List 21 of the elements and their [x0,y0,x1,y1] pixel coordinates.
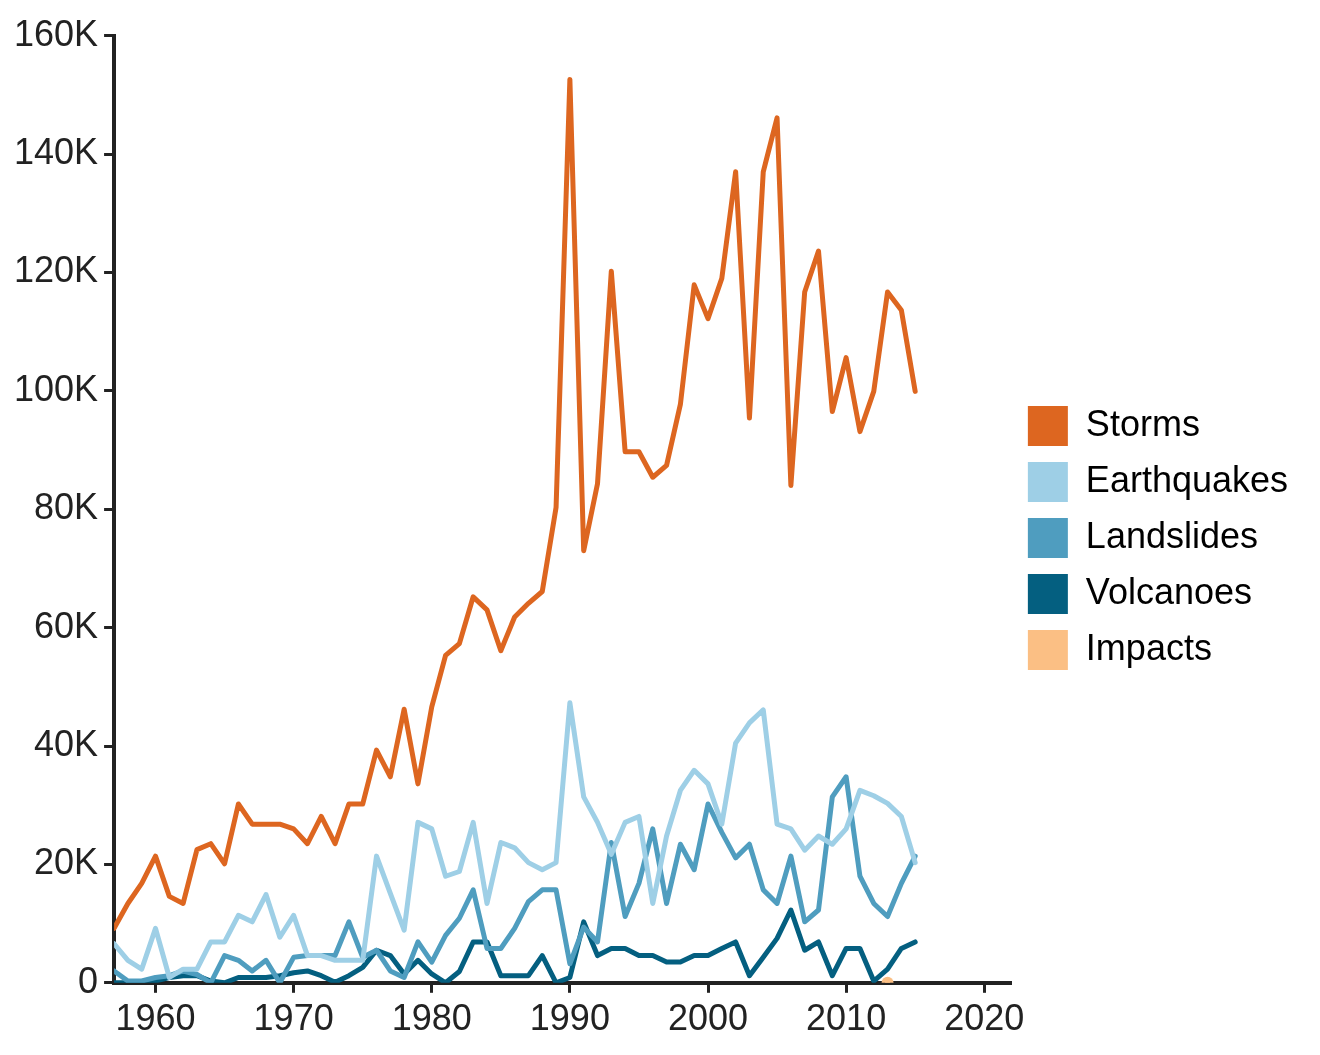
x-tick-label: 2020 [944,997,1025,1039]
y-tick-label: 80K [34,486,99,528]
y-tick-label: 140K [14,130,99,172]
legend-label: Landslides [1085,514,1258,556]
x-tick-label: 1970 [253,997,334,1039]
y-tick-label: 60K [34,604,99,646]
x-tick-label: 2000 [667,997,749,1039]
y-tick-label: 20K [34,841,99,883]
x-tick-label: 2010 [806,997,887,1039]
legend-label: Storms [1085,402,1200,444]
y-tick-label: 120K [14,249,99,291]
x-tick-label: 1980 [391,997,472,1039]
legend-label: Earthquakes [1085,458,1289,500]
legend-label: Volcanoes [1085,570,1253,612]
y-tick-label: 0 [78,959,99,1001]
y-tick-label: 40K [34,722,99,764]
legend-label: Impacts [1085,626,1212,668]
y-tick-label: 160K [14,12,99,54]
y-tick-label: 100K [14,367,99,409]
x-tick-label: 1960 [115,997,196,1039]
x-tick-label: 1990 [529,997,610,1039]
